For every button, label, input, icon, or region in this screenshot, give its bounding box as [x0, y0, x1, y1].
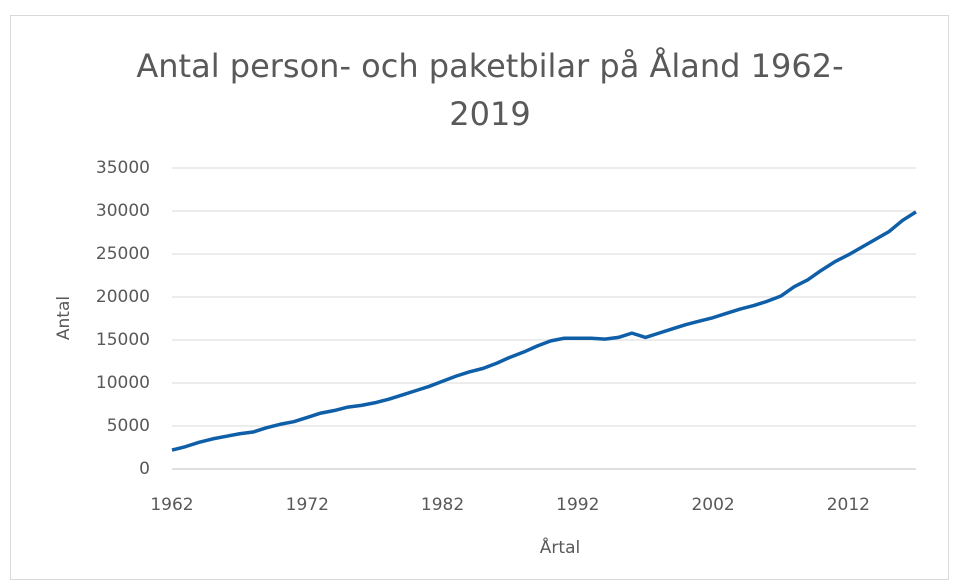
y-tick-label: 10000 — [96, 373, 150, 393]
x-tick-label: 1972 — [286, 495, 329, 515]
y-tick-label: 0 — [139, 459, 150, 479]
x-tick-label: 1992 — [556, 495, 599, 515]
x-tick-label: 1962 — [150, 495, 193, 515]
chart-title: Antal person- och paketbilar på Åland 19… — [136, 47, 844, 133]
x-tick-label: 2002 — [691, 495, 734, 515]
y-tick-label: 30000 — [96, 201, 150, 221]
x-tick-label: 2012 — [827, 495, 870, 515]
y-tick-label: 5000 — [107, 416, 150, 436]
y-tick-label: 15000 — [96, 330, 150, 350]
y-tick-label: 20000 — [96, 287, 150, 307]
x-axis-label: Årtal — [540, 536, 580, 558]
y-axis-label: Antal — [54, 296, 74, 340]
x-tick-label: 1982 — [421, 495, 464, 515]
y-tick-label: 35000 — [96, 158, 150, 178]
data-line — [171, 210, 917, 452]
y-tick-label: 25000 — [96, 244, 150, 264]
